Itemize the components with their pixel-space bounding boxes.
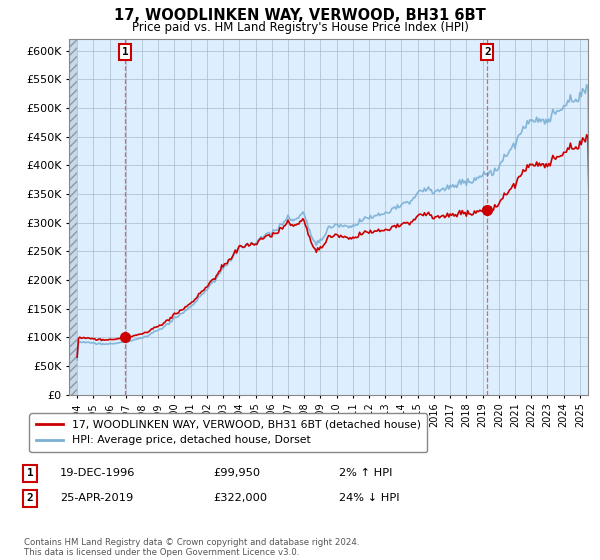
Text: 24% ↓ HPI: 24% ↓ HPI bbox=[339, 493, 400, 503]
Text: £322,000: £322,000 bbox=[213, 493, 267, 503]
Bar bbox=[69, 39, 77, 395]
Text: Contains HM Land Registry data © Crown copyright and database right 2024.
This d: Contains HM Land Registry data © Crown c… bbox=[24, 538, 359, 557]
Text: 1: 1 bbox=[122, 47, 128, 57]
Text: 19-DEC-1996: 19-DEC-1996 bbox=[60, 468, 136, 478]
Text: Price paid vs. HM Land Registry's House Price Index (HPI): Price paid vs. HM Land Registry's House … bbox=[131, 21, 469, 34]
Text: 2% ↑ HPI: 2% ↑ HPI bbox=[339, 468, 392, 478]
Text: 2: 2 bbox=[484, 47, 491, 57]
Text: 1: 1 bbox=[26, 468, 34, 478]
Text: 25-APR-2019: 25-APR-2019 bbox=[60, 493, 133, 503]
Text: 2: 2 bbox=[26, 493, 34, 503]
Text: 17, WOODLINKEN WAY, VERWOOD, BH31 6BT: 17, WOODLINKEN WAY, VERWOOD, BH31 6BT bbox=[114, 8, 486, 24]
Text: £99,950: £99,950 bbox=[213, 468, 260, 478]
Legend: 17, WOODLINKEN WAY, VERWOOD, BH31 6BT (detached house), HPI: Average price, deta: 17, WOODLINKEN WAY, VERWOOD, BH31 6BT (d… bbox=[29, 413, 427, 452]
